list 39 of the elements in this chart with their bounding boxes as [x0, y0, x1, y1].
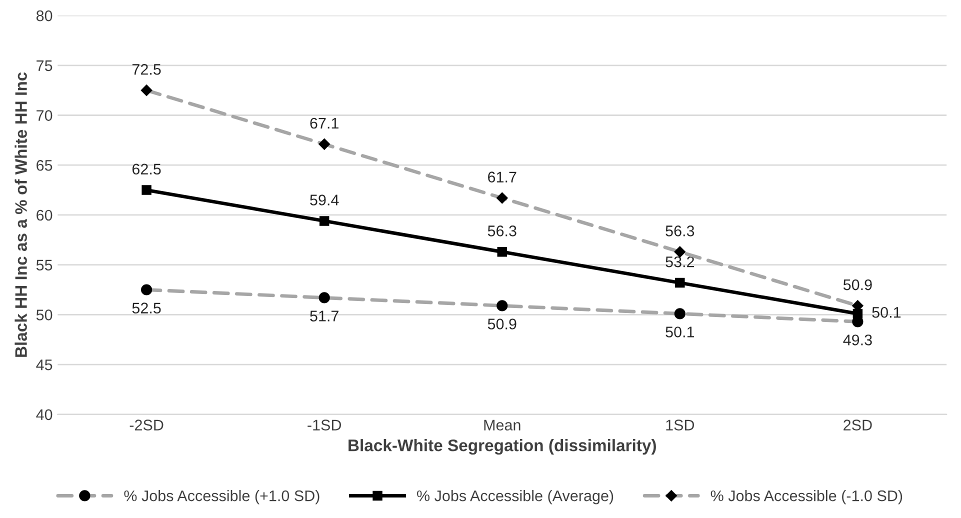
y-tick-label: 45 — [36, 360, 52, 370]
y-tick-label: 40 — [36, 409, 52, 420]
point — [675, 278, 685, 288]
data-label: 52.5 — [132, 302, 161, 314]
data-label: 50.1 — [872, 306, 901, 318]
data-label: 72.5 — [132, 64, 161, 75]
y-tick-label: 80 — [36, 10, 52, 22]
legend-label: % Jobs Accessible (-1.0 SD) — [710, 490, 902, 504]
data-label: 61.7 — [488, 172, 516, 182]
point — [852, 308, 863, 319]
x-tick-label: 1SD — [666, 420, 694, 430]
data-label: 53.2 — [666, 256, 694, 268]
data-label: 67.1 — [310, 118, 338, 129]
data-label: 56.3 — [666, 226, 694, 236]
data-label: 49.3 — [843, 334, 872, 346]
data-label: 62.5 — [132, 164, 161, 175]
x-axis-title: Black-White Segregation (dissimilarity) — [348, 439, 656, 455]
legend-label: % Jobs Accessible (+1.0 SD) — [124, 490, 320, 504]
y-tick-label: 70 — [36, 110, 52, 121]
data-label: 59.4 — [310, 194, 339, 206]
x-tick-label: -2SD — [130, 420, 164, 430]
point — [142, 185, 152, 195]
x-tick-label: 2SD — [844, 420, 872, 430]
x-tick-label: -1SD — [308, 420, 342, 430]
y-axis-title: Black HH Inc as a % of White HH Inc — [14, 72, 27, 357]
point — [319, 216, 330, 226]
y-tick-label: 65 — [36, 160, 52, 171]
data-label: 50.9 — [488, 318, 516, 330]
data-label: 50.1 — [666, 326, 694, 338]
data-label: 50.9 — [843, 279, 872, 290]
legend-label: % Jobs Accessible (Average) — [417, 490, 614, 504]
y-tick-label: 75 — [36, 60, 52, 72]
y-tick-label: 55 — [36, 260, 52, 271]
data-label: 51.7 — [310, 310, 338, 322]
y-tick-label: 50 — [36, 310, 52, 320]
point — [497, 247, 507, 257]
y-tick-label: 60 — [36, 210, 52, 221]
x-tick-label: Mean — [484, 420, 520, 430]
data-label: 56.3 — [488, 226, 516, 236]
